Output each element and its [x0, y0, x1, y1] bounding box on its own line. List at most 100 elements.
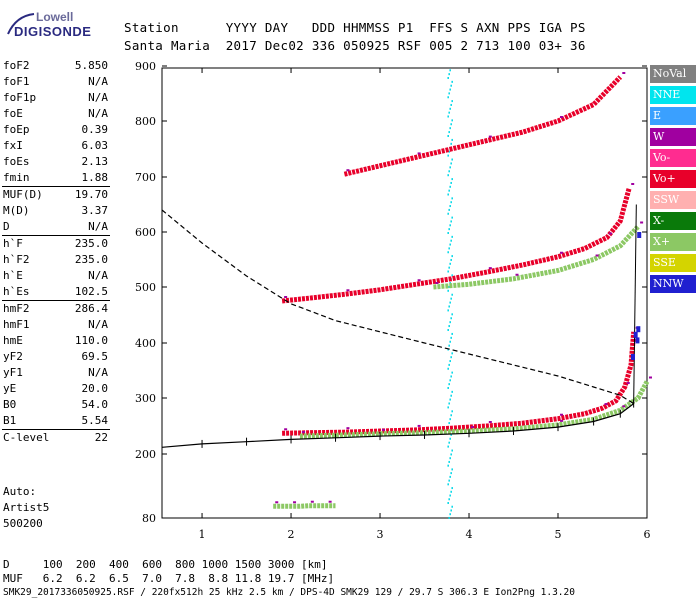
echo-speckle — [560, 413, 564, 416]
noise-dot — [451, 449, 453, 452]
y-tick-label: 800 — [135, 115, 156, 128]
echo-trace — [282, 331, 637, 436]
legend-item: Vo- — [650, 149, 696, 167]
plot-frame — [161, 67, 648, 519]
noise-dot — [448, 363, 450, 366]
echo-speckle — [488, 421, 492, 423]
param-value: 2.13 — [81, 155, 109, 168]
noise-dot — [450, 162, 452, 165]
noise-dot — [449, 513, 451, 516]
noise-dot — [450, 317, 452, 320]
noise-dot — [450, 123, 452, 126]
noise-dot — [451, 80, 453, 83]
param-separator — [2, 235, 110, 236]
param-separator — [2, 186, 110, 187]
echo-speckle — [631, 183, 635, 185]
noise-dot — [448, 73, 450, 76]
param-row: foE N/A — [0, 106, 112, 122]
param-name: hmF1 — [3, 318, 30, 331]
param-row: h`F 235.0 — [0, 236, 112, 252]
noise-dot — [447, 445, 449, 448]
legend-item: NoVal — [650, 65, 696, 83]
echo-speckle — [346, 289, 350, 292]
y-tick-label: 80 — [142, 512, 156, 525]
param-value: 6.03 — [81, 139, 109, 152]
noise-dot — [450, 297, 452, 300]
noise-dot — [447, 77, 449, 79]
param-row: B0 54.0 — [0, 397, 112, 413]
noise-dot — [450, 239, 452, 242]
noise-dot — [448, 422, 450, 425]
header-row1: Station YYYY DAY DDD HHMMSS P1 FFS S AXN… — [124, 20, 586, 35]
noise-dot — [447, 251, 449, 254]
noise-dot — [451, 468, 453, 471]
noise-dot — [449, 321, 451, 324]
noise-dot — [448, 131, 450, 134]
noise-dot — [449, 437, 451, 440]
noise-dot — [449, 494, 451, 497]
noise-dot — [451, 158, 453, 161]
param-row: MUF(D) 19.70 — [0, 187, 112, 203]
param-name: yF2 — [3, 350, 23, 363]
noise-dot — [447, 406, 449, 409]
param-row: foF2 5.850 — [0, 58, 112, 74]
auto-scaler-label: Auto: — [3, 485, 37, 498]
noise-dot — [449, 301, 451, 304]
echo-speckle — [515, 273, 519, 276]
noise-dot — [447, 270, 449, 273]
echo-speckle — [595, 254, 599, 257]
legend-item: X- — [650, 212, 696, 230]
noise-dot — [449, 418, 451, 421]
param-name: foF2 — [3, 59, 30, 72]
noise-dot — [448, 111, 450, 114]
legend-item: X+ — [650, 233, 696, 251]
param-name: hmF2 — [3, 302, 30, 315]
echo-speckle — [417, 424, 421, 427]
y-tick-label: 200 — [135, 448, 156, 461]
param-value: N/A — [88, 91, 108, 104]
param-value: N/A — [88, 269, 108, 282]
ionospheric-parameters-panel: foF2 5.850 foF1 N/A foF1p N/A foE N/A foEp 0.39 fx… — [0, 58, 112, 446]
param-name: fmin — [3, 171, 30, 184]
param-value: 69.5 — [81, 350, 109, 363]
echo-speckle — [346, 427, 350, 430]
noise-dot — [447, 212, 449, 215]
echo-trace — [273, 503, 336, 509]
echo-speckle — [622, 72, 626, 74]
echo-speckle — [622, 405, 626, 408]
noise-dot — [450, 103, 452, 106]
noise-dot — [447, 329, 449, 331]
noise-dot — [448, 344, 450, 347]
noise-dot — [449, 475, 451, 478]
noise-dot — [449, 205, 451, 208]
param-name: MUF(D) — [3, 188, 43, 201]
noise-dot — [448, 247, 450, 250]
x-tick-label: 3 — [377, 528, 384, 541]
y-tick-label: 500 — [135, 281, 156, 294]
param-row: h`E N/A — [0, 268, 112, 284]
x-tick-label: 4 — [466, 528, 473, 541]
param-value: 235.0 — [74, 237, 108, 250]
param-value: N/A — [88, 318, 108, 331]
noise-dot — [450, 472, 452, 475]
echo-speckle — [649, 376, 652, 379]
param-row: yF1 N/A — [0, 365, 112, 381]
noise-dot — [451, 352, 453, 355]
noise-dot — [448, 441, 450, 444]
echo-speckle — [293, 501, 297, 504]
noise-dot — [447, 174, 449, 177]
param-row: foF1p N/A — [0, 90, 112, 106]
noise-dot — [447, 96, 449, 99]
param-name: foE — [3, 107, 23, 120]
legend-item: NNW — [650, 275, 696, 293]
noise-dot — [447, 135, 449, 137]
noise-dot — [448, 208, 450, 211]
noise-dot — [448, 189, 450, 192]
param-row: foEp 0.39 — [0, 122, 112, 138]
noise-dot — [451, 216, 453, 219]
param-value: 3.37 — [81, 204, 109, 217]
noise-dot — [451, 505, 453, 508]
noise-dot — [448, 305, 450, 308]
noise-dot — [448, 325, 450, 328]
